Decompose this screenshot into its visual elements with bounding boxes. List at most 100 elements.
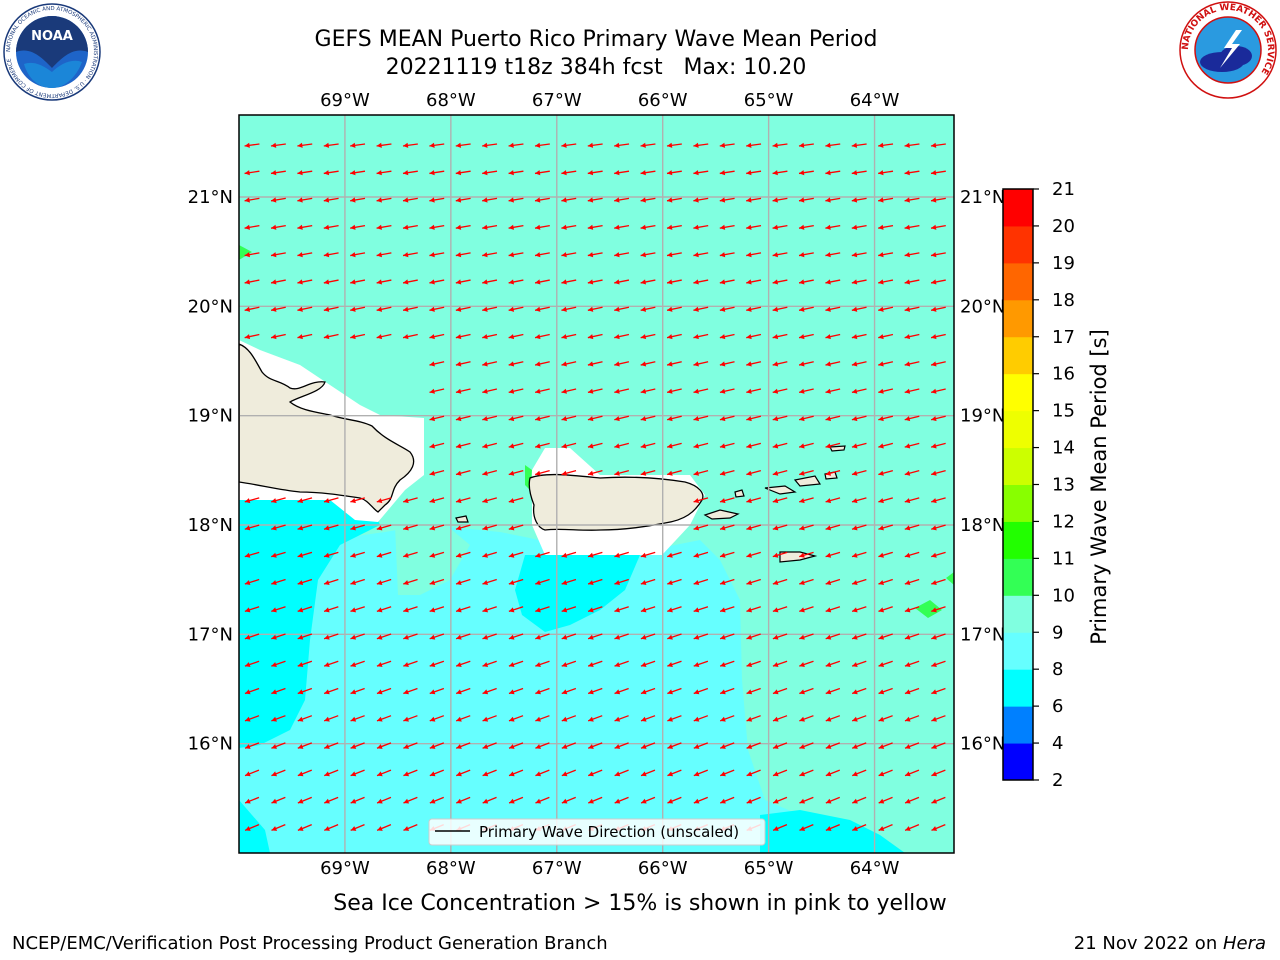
wave-arrow [614, 333, 630, 340]
wave-arrow [587, 361, 603, 367]
wave-arrow [719, 769, 735, 777]
wave-arrow [851, 551, 867, 558]
wave-arrow [403, 769, 418, 777]
wave-arrow [376, 715, 392, 722]
wave-arrow [772, 415, 788, 422]
wave-arrow [931, 633, 946, 640]
lon-tick-bottom: 64°W [850, 858, 900, 879]
wave-arrow [244, 306, 260, 312]
wave-arrow [719, 578, 735, 586]
wave-arrow [614, 742, 629, 749]
wave-arrow [350, 524, 365, 531]
wave-arrow [719, 442, 735, 449]
puerto-rico-land [528, 473, 704, 531]
wave-arrow [825, 470, 841, 476]
wave-arrow [561, 796, 576, 804]
wave-arrow [640, 578, 656, 586]
period-field-10-11-c [915, 600, 942, 618]
wave-arrow [799, 660, 814, 667]
wave-arrow [534, 442, 550, 449]
wave-arrow [825, 306, 841, 312]
wave-arrow [614, 715, 629, 722]
wave-arrow [270, 333, 286, 340]
wave-arrow [825, 361, 841, 367]
lon-tick-bottom: 69°W [320, 858, 370, 879]
wave-arrow [640, 142, 656, 148]
wave-arrow [693, 252, 709, 258]
wave-arrow [693, 442, 709, 449]
wave-arrow [614, 606, 629, 613]
wave-arrow [244, 224, 260, 230]
wave-arrow [666, 197, 682, 203]
colorbar-segment [1003, 447, 1033, 485]
wave-arrow [455, 524, 471, 531]
wave-arrow [904, 224, 920, 230]
wave-arrow [878, 306, 894, 312]
wave-arrow [798, 142, 814, 148]
wave-arrow [297, 170, 313, 176]
period-field-10-11-d [946, 572, 954, 585]
wave-arrow [508, 224, 524, 230]
wave-arrow [667, 715, 682, 722]
lat-tick-right: 20°N [960, 296, 1005, 317]
wave-arrow [693, 524, 709, 531]
wave-arrow [455, 142, 471, 148]
wave-arrow [482, 142, 498, 148]
wave-arrow [878, 142, 894, 148]
wave-arrow [508, 279, 524, 285]
wave-arrow [825, 415, 841, 422]
wave-arrow [931, 769, 946, 777]
lat-tick-left: 18°N [188, 515, 233, 536]
wave-arrow [693, 796, 708, 804]
wave-arrow [614, 769, 629, 777]
wave-arrow [825, 279, 841, 285]
wave-arrow [931, 796, 946, 804]
wave-arrow [693, 470, 709, 476]
wave-arrow [746, 142, 762, 148]
wave-arrow [561, 769, 577, 777]
wave-arrow [878, 252, 894, 258]
wave-arrow [350, 715, 365, 722]
noaa-logo-icon: NOAA NATIONAL OCEANIC AND ATMOSPHERIC AD… [3, 3, 101, 101]
wave-arrow [640, 333, 656, 340]
lon-tick-top: 67°W [532, 90, 582, 111]
wave-arrow [429, 279, 445, 285]
wave-arrow [746, 333, 762, 340]
wave-arrow [403, 687, 418, 695]
wave-arrow [482, 361, 498, 367]
wave-arrow [455, 551, 471, 558]
wave-arrow [535, 769, 550, 777]
wave-arrow [403, 715, 418, 722]
wave-arrow [376, 224, 392, 230]
wave-arrow [403, 524, 418, 531]
wave-arrow [693, 687, 709, 695]
wave-arrow [350, 197, 366, 203]
wave-arrow [587, 769, 603, 777]
wave-arrow [324, 823, 339, 832]
wave-arrow [561, 551, 577, 558]
wave-arrow [614, 142, 630, 148]
wave-arrow [851, 742, 867, 749]
wave-arrow [350, 660, 365, 667]
wave-arrow [350, 823, 365, 832]
wave-arrow [825, 497, 841, 504]
footer-branch: NCEP/EMC/Verification Post Processing Pr… [12, 933, 608, 954]
lat-tick-right: 16°N [960, 734, 1005, 755]
wave-arrow [667, 742, 682, 749]
noaa-logo-text: NOAA [31, 29, 73, 44]
wave-arrow [930, 333, 946, 340]
wave-arrow [693, 606, 709, 613]
wave-arrow [930, 142, 946, 148]
wave-arrow [614, 170, 630, 176]
wave-arrow [719, 197, 735, 203]
wave-arrow [482, 769, 497, 777]
lon-tick-top: 64°W [850, 90, 900, 111]
wave-arrow [482, 170, 498, 176]
wave-arrow [403, 633, 418, 640]
wave-arrow [772, 823, 788, 832]
wave-arrow [429, 606, 445, 613]
colorbar-tick-label: 4 [1052, 733, 1063, 754]
wave-arrow [271, 524, 286, 531]
wave-arrow [772, 306, 788, 312]
